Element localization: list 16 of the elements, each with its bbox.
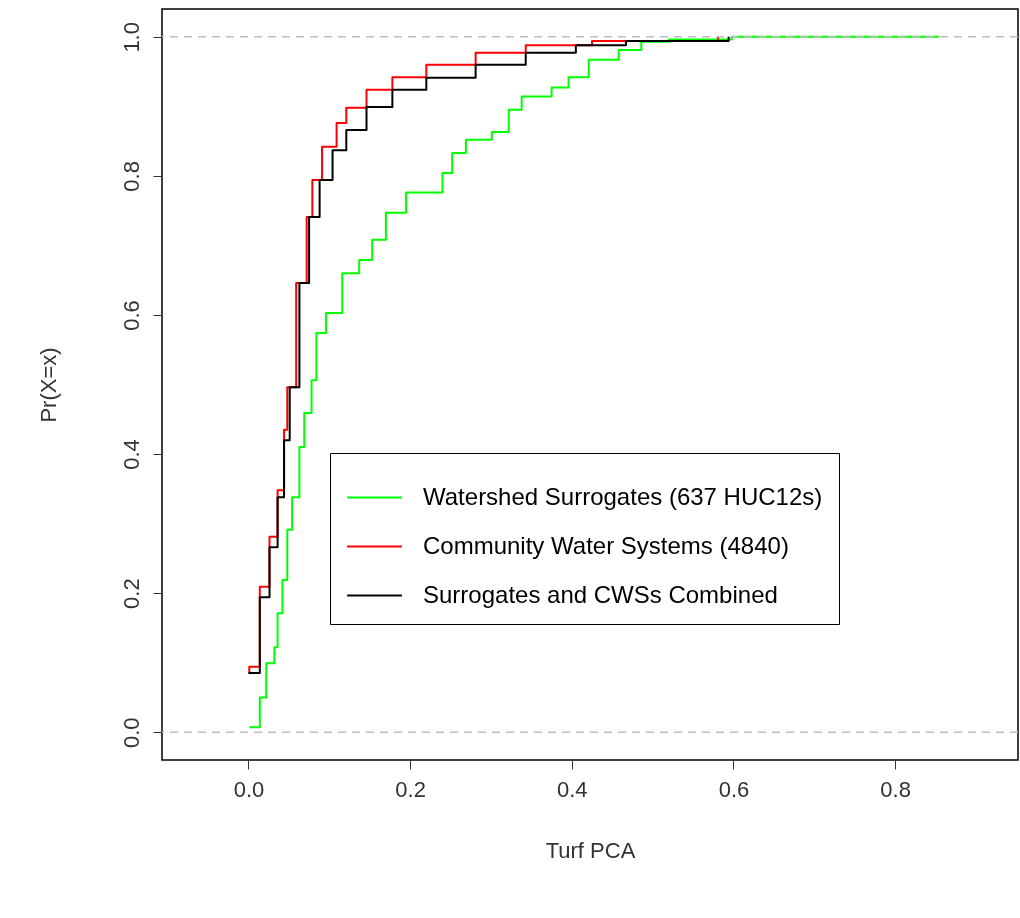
x-axis-title: Turf PCA bbox=[545, 837, 636, 863]
x-tick-label: 0.8 bbox=[880, 776, 911, 802]
y-tick-label: 0.2 bbox=[118, 578, 144, 609]
x-tick-label: 0.4 bbox=[557, 776, 588, 802]
y-axis-title: Pr(X=x) bbox=[35, 347, 61, 423]
y-tick-label: 0.8 bbox=[118, 161, 144, 192]
x-tick-label: 0.2 bbox=[395, 776, 426, 802]
x-tick-label: 0.6 bbox=[718, 776, 750, 802]
y-tick-label: 0.4 bbox=[118, 439, 144, 470]
legend-label: Surrogates and CWSs Combined bbox=[423, 580, 778, 608]
y-tick-label: 0.0 bbox=[118, 717, 144, 748]
legend-label: Watershed Surrogates (637 HUC12s) bbox=[423, 482, 823, 510]
legend-label: Community Water Systems (4840) bbox=[423, 531, 789, 559]
y-tick-label: 1.0 bbox=[118, 22, 144, 53]
x-tick-label: 0.0 bbox=[233, 776, 265, 802]
y-tick-label: 0.6 bbox=[118, 300, 144, 331]
